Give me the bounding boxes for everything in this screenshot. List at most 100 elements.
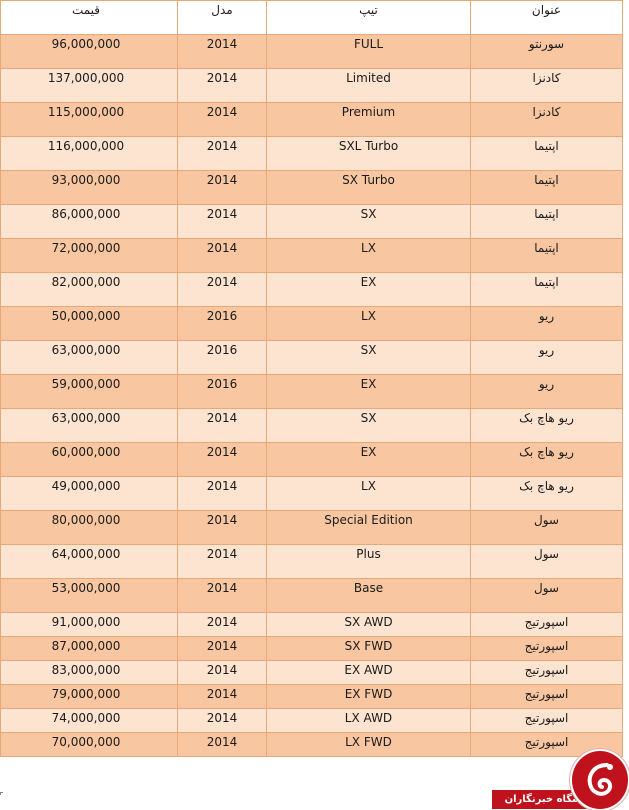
model-cell: 2014: [177, 684, 267, 709]
title-cell: ریو: [470, 340, 623, 375]
table-row: 86,000,000 2014 SX اپتیما: [0, 204, 623, 239]
title-cell: ریو: [470, 306, 623, 341]
price-cell: 49,000,000: [0, 476, 178, 511]
title-cell: اپتیما: [470, 136, 623, 171]
model-cell: 2014: [177, 102, 267, 137]
model-cell: 2014: [177, 68, 267, 103]
price-table: قیمت مدل تیپ عنوان 96,000,000 2014 FULL سور…: [0, 0, 623, 757]
title-cell: سورنتو: [470, 34, 623, 69]
type-cell: LX AWD: [266, 708, 471, 733]
table-row: 72,000,000 2014 LX اپتیما: [0, 238, 623, 273]
title-cell: اسپورتیج: [470, 612, 623, 637]
cell-corner-mark: [0, 792, 3, 795]
type-cell: SX FWD: [266, 636, 471, 661]
type-cell: LX: [266, 306, 471, 341]
title-cell: کادنزا: [470, 68, 623, 103]
type-cell: EX: [266, 374, 471, 409]
type-cell: FULL: [266, 34, 471, 69]
price-cell: 87,000,000: [0, 636, 178, 661]
price-cell: 116,000,000: [0, 136, 178, 171]
watermark-site-name: باشگاه خبرنگاران: [492, 790, 602, 809]
table-row: 137,000,000 2014 Limited کادنزا: [0, 68, 623, 103]
title-cell: سول: [470, 544, 623, 579]
model-cell: 2014: [177, 272, 267, 307]
model-cell: 2014: [177, 660, 267, 685]
type-cell: SX AWD: [266, 612, 471, 637]
table-row: 116,000,000 2014 SXL Turbo اپتیما: [0, 136, 623, 171]
type-cell: SX: [266, 340, 471, 375]
price-cell: 96,000,000: [0, 34, 178, 69]
title-cell: اسپورتیج: [470, 684, 623, 709]
title-cell: ریو هاچ بک: [470, 442, 623, 477]
table-row: 59,000,000 2016 EX ریو: [0, 374, 623, 409]
model-cell: 2014: [177, 612, 267, 637]
title-cell: ریو: [470, 374, 623, 409]
model-cell: 2014: [177, 732, 267, 757]
model-cell: 2016: [177, 374, 267, 409]
price-cell: 70,000,000: [0, 732, 178, 757]
header-model: مدل: [177, 0, 267, 35]
model-cell: 2014: [177, 238, 267, 273]
model-cell: 2014: [177, 636, 267, 661]
table-row: 93,000,000 2014 SX Turbo اپتیما: [0, 170, 623, 205]
table-row: 80,000,000 2014 Special Edition سول: [0, 510, 623, 545]
title-cell: سول: [470, 578, 623, 613]
type-cell: LX: [266, 476, 471, 511]
model-cell: 2016: [177, 306, 267, 341]
model-cell: 2016: [177, 340, 267, 375]
model-cell: 2014: [177, 408, 267, 443]
model-cell: 2014: [177, 170, 267, 205]
title-cell: اسپورتیج: [470, 636, 623, 661]
title-cell: ریو هاچ بک: [470, 408, 623, 443]
title-cell: اپتیما: [470, 272, 623, 307]
price-cell: 83,000,000: [0, 660, 178, 685]
price-cell: 53,000,000: [0, 578, 178, 613]
price-cell: 82,000,000: [0, 272, 178, 307]
table-row: 63,000,000 2016 SX ریو: [0, 340, 623, 375]
model-cell: 2014: [177, 578, 267, 613]
table-row: 91,000,000 2014 SX AWD اسپورتیج: [0, 612, 623, 637]
table-row: 115,000,000 2014 Premium کادنزا: [0, 102, 623, 137]
price-cell: 50,000,000: [0, 306, 178, 341]
type-cell: Plus: [266, 544, 471, 579]
type-cell: SX: [266, 408, 471, 443]
type-cell: Premium: [266, 102, 471, 137]
title-cell: اسپورتیج: [470, 660, 623, 685]
type-cell: SXL Turbo: [266, 136, 471, 171]
title-cell: اپتیما: [470, 204, 623, 239]
table-row: 96,000,000 2014 FULL سورنتو: [0, 34, 623, 69]
table-row: 70,000,000 2014 LX FWD اسپورتیج: [0, 732, 623, 757]
price-cell: 115,000,000: [0, 102, 178, 137]
header-title: عنوان: [470, 0, 623, 35]
header-price: قیمت: [0, 0, 178, 35]
price-cell: 137,000,000: [0, 68, 178, 103]
title-cell: ریو هاچ بک: [470, 476, 623, 511]
title-cell: اپتیما: [470, 170, 623, 205]
table-row: 82,000,000 2014 EX اپتیما: [0, 272, 623, 307]
title-cell: اسپورتیج: [470, 732, 623, 757]
title-cell: کادنزا: [470, 102, 623, 137]
model-cell: 2014: [177, 136, 267, 171]
type-cell: LX: [266, 238, 471, 273]
header-type: تیپ: [266, 0, 471, 35]
model-cell: 2014: [177, 476, 267, 511]
title-cell: سول: [470, 510, 623, 545]
type-cell: Base: [266, 578, 471, 613]
type-cell: EX FWD: [266, 684, 471, 709]
title-cell: اپتیما: [470, 238, 623, 273]
model-cell: 2014: [177, 204, 267, 239]
khabarnegaran-logo-icon: [572, 751, 628, 809]
price-cell: 93,000,000: [0, 170, 178, 205]
table-row: 74,000,000 2014 LX AWD اسپورتیج: [0, 708, 623, 733]
table-row: 63,000,000 2014 SX ریو هاچ بک: [0, 408, 623, 443]
price-cell: 91,000,000: [0, 612, 178, 637]
type-cell: EX AWD: [266, 660, 471, 685]
price-cell: 79,000,000: [0, 684, 178, 709]
type-cell: SX: [266, 204, 471, 239]
price-cell: 63,000,000: [0, 340, 178, 375]
type-cell: Limited: [266, 68, 471, 103]
table-row: 53,000,000 2014 Base سول: [0, 578, 623, 613]
type-cell: EX: [266, 442, 471, 477]
table-row: 60,000,000 2014 EX ریو هاچ بک: [0, 442, 623, 477]
price-cell: 60,000,000: [0, 442, 178, 477]
